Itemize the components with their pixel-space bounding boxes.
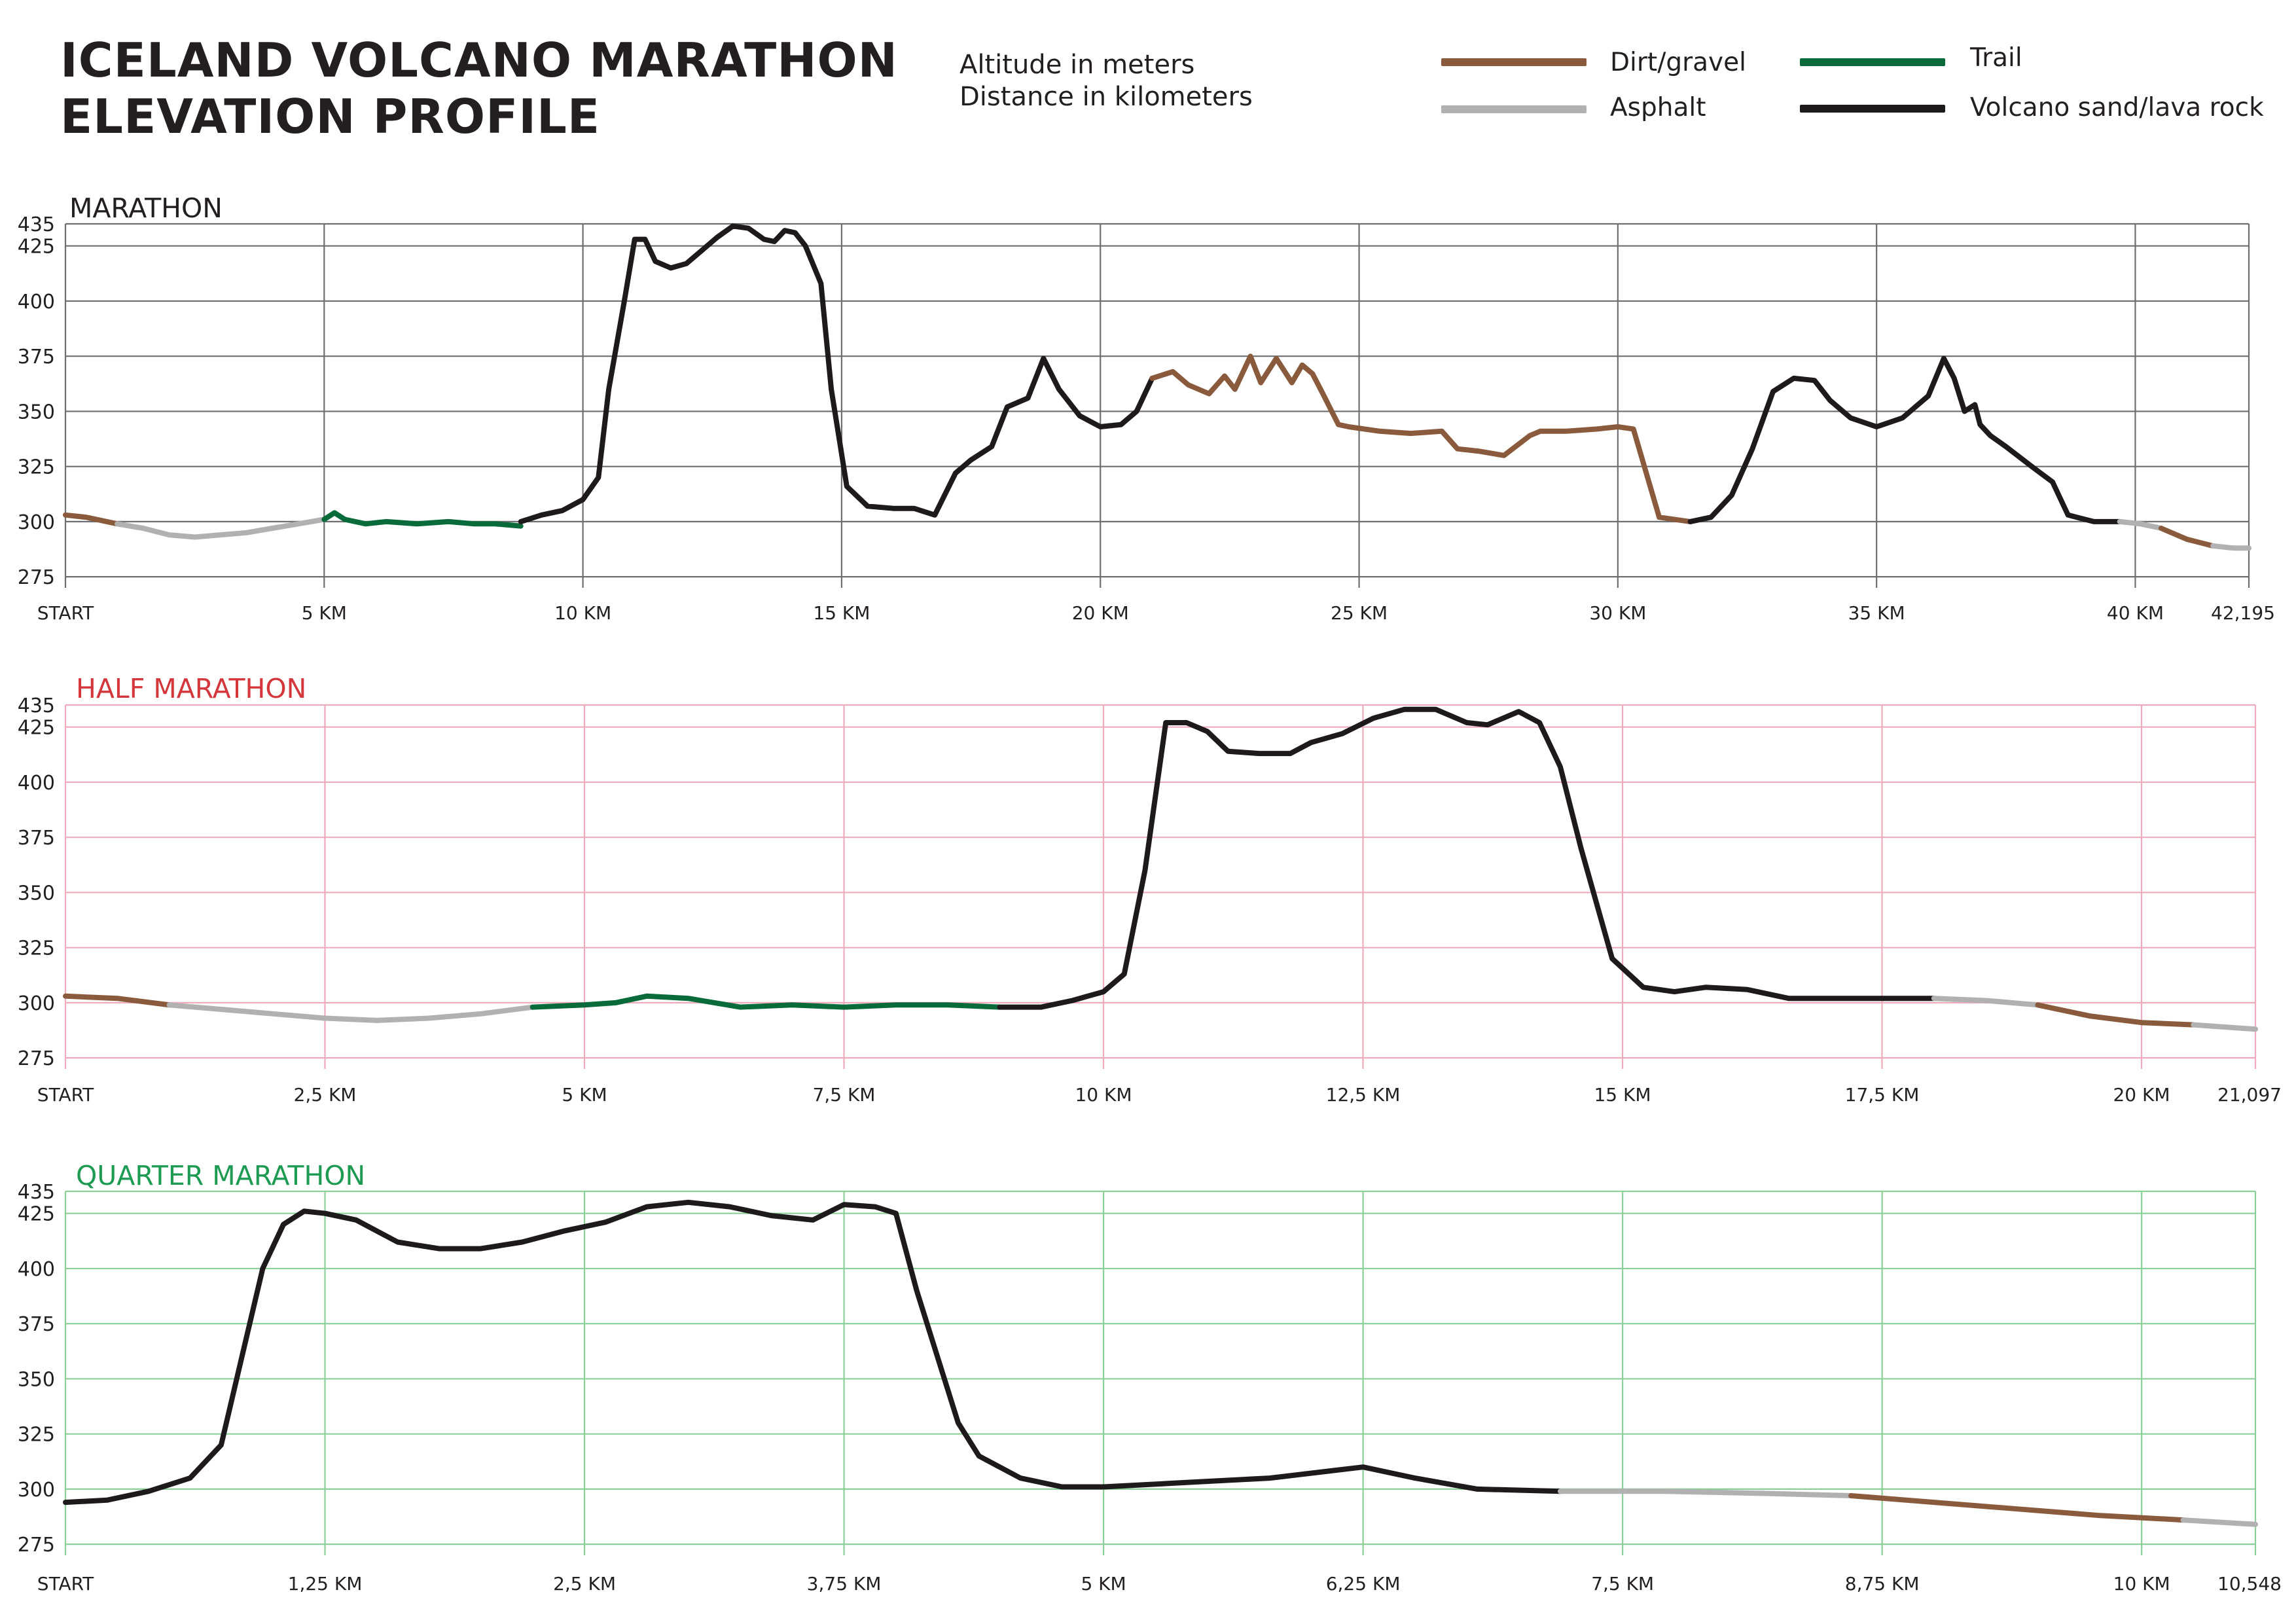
marathon-ytick-label: 400 xyxy=(18,291,55,314)
half-marathon-ytick-label: 350 xyxy=(18,882,55,905)
legend-label-asphalt: Asphalt xyxy=(1610,93,1706,122)
legend-swatch-asphalt xyxy=(1441,105,1587,113)
half-marathon-xtick-label: 7,5 KM xyxy=(813,1084,876,1106)
marathon-ytick-label: 300 xyxy=(18,511,55,534)
quarter-marathon-title: QUARTER MARATHON xyxy=(76,1160,365,1191)
half-marathon-series-0-dirt xyxy=(63,993,172,1008)
legend-swatch-dirt xyxy=(1441,58,1587,66)
quarter-marathon-xtick-label: 7,5 KM xyxy=(1591,1573,1654,1595)
quarter-marathon-ytick-label: 400 xyxy=(18,1258,55,1281)
marathon-series-4-dirt xyxy=(1149,353,1693,524)
half-marathon-ytick-label: 275 xyxy=(18,1047,55,1070)
marathon-xtick-label: 15 KM xyxy=(813,602,870,624)
half-marathon-ytick-label: 325 xyxy=(18,937,55,960)
marathon-ytick-label: 375 xyxy=(18,346,55,369)
marathon-xtick-label: 25 KM xyxy=(1331,602,1388,624)
half-marathon-ytick-label: 435 xyxy=(18,695,55,717)
distance-units-note: Distance in kilometers xyxy=(960,82,1253,112)
quarter-marathon-xtick-label: 3,75 KM xyxy=(807,1573,882,1595)
quarter-marathon-xtick-label: 1,25 KM xyxy=(288,1573,363,1595)
quarter-marathon-xtick-label: 2,5 KM xyxy=(553,1573,616,1595)
quarter-marathon-xtick-label: 10 KM xyxy=(2113,1573,2170,1595)
half-marathon-ytick-label: 400 xyxy=(18,772,55,795)
marathon-xtick-label: 5 KM xyxy=(302,602,347,624)
marathon-series-2-trail xyxy=(321,510,524,529)
marathon-ytick-label: 325 xyxy=(18,456,55,479)
legend-label-trail: Trail xyxy=(1970,43,2022,73)
marathon-ytick-label: 435 xyxy=(18,213,55,236)
half-marathon-ytick-label: 375 xyxy=(18,827,55,850)
marathon-series-0-dirt xyxy=(63,512,120,527)
marathon-ytick-label: 350 xyxy=(18,401,55,424)
quarter-marathon-ytick-label: 275 xyxy=(18,1534,55,1557)
page-title-line-2: ELEVATION PROFILE xyxy=(60,89,601,144)
half-marathon-title: HALF MARATHON xyxy=(76,673,306,704)
half-marathon-xtick-label: 12,5 KM xyxy=(1326,1084,1401,1106)
marathon-series-6-asphalt xyxy=(2117,518,2164,531)
half-marathon-ytick-label: 425 xyxy=(18,717,55,740)
quarter-marathon-ytick-label: 375 xyxy=(18,1313,55,1336)
quarter-marathon-series-3-asphalt xyxy=(2180,1517,2258,1527)
half-marathon-xtick-label: 15 KM xyxy=(1594,1084,1651,1106)
marathon-series-3-sand xyxy=(518,223,1155,524)
quarter-marathon-xtick-label: START xyxy=(37,1573,94,1595)
marathon-title: MARATHON xyxy=(69,192,223,224)
legend-label-dirt: Dirt/gravel xyxy=(1610,48,1746,77)
quarter-marathon-series-1-asphalt xyxy=(1558,1489,1854,1498)
marathon-series-8-asphalt xyxy=(2210,543,2251,551)
half-marathon-series-6-asphalt xyxy=(2191,1022,2258,1032)
quarter-marathon-xtick-label: 8,75 KM xyxy=(1845,1573,1920,1595)
quarter-marathon-ytick-label: 300 xyxy=(18,1479,55,1502)
quarter-marathon-ytick-label: 325 xyxy=(18,1424,55,1447)
half-marathon-xtick-label: 21,097 xyxy=(2217,1084,2282,1106)
marathon-xtick-label: 40 KM xyxy=(2107,602,2164,624)
marathon-ytick-label: 275 xyxy=(18,566,55,589)
quarter-marathon-series-2-dirt xyxy=(1848,1493,2186,1523)
page-title-line-1: ICELAND VOLCANO MARATHON xyxy=(60,33,898,88)
marathon-ytick-label: 425 xyxy=(18,236,55,259)
marathon-series-5-sand xyxy=(1687,355,2123,524)
quarter-marathon-xtick-label: 5 KM xyxy=(1081,1573,1126,1595)
half-marathon-series-2-trail xyxy=(529,993,1003,1010)
half-marathon-xtick-label: 20 KM xyxy=(2113,1084,2170,1106)
marathon-xtick-label: 10 KM xyxy=(554,602,611,624)
quarter-marathon-xtick-label: 10,548 xyxy=(2217,1573,2282,1595)
marathon-xtick-label: 30 KM xyxy=(1589,602,1646,624)
quarter-marathon-ytick-label: 350 xyxy=(18,1368,55,1391)
marathon-xtick-label: 35 KM xyxy=(1848,602,1905,624)
marathon-xtick-label: 42,195 xyxy=(2211,602,2275,624)
half-marathon-series-5-dirt xyxy=(2035,1002,2197,1028)
half-marathon-xtick-label: START xyxy=(37,1084,94,1106)
legend-swatch-sand xyxy=(1800,105,1945,113)
marathon-xtick-label: START xyxy=(37,602,94,624)
half-marathon-series-1-asphalt xyxy=(166,1002,535,1023)
half-marathon-series-3-sand xyxy=(997,706,1937,1010)
quarter-marathon-series-0-sand xyxy=(63,1199,1563,1506)
quarter-marathon-xtick-label: 6,25 KM xyxy=(1326,1573,1401,1595)
marathon-xtick-label: 20 KM xyxy=(1072,602,1129,624)
half-marathon-series-4-asphalt xyxy=(1931,996,2041,1008)
altitude-units-note: Altitude in meters xyxy=(960,50,1195,80)
legend-swatch-trail xyxy=(1800,58,1945,66)
quarter-marathon-ytick-label: 435 xyxy=(18,1181,55,1204)
half-marathon-xtick-label: 10 KM xyxy=(1075,1084,1132,1106)
half-marathon-xtick-label: 2,5 KM xyxy=(294,1084,357,1106)
quarter-marathon-ytick-label: 425 xyxy=(18,1203,55,1226)
marathon-series-1-asphalt xyxy=(115,516,327,540)
legend-label-sand: Volcano sand/lava rock xyxy=(1970,93,2264,122)
half-marathon-xtick-label: 5 KM xyxy=(562,1084,607,1106)
half-marathon-ytick-label: 300 xyxy=(18,992,55,1015)
half-marathon-xtick-label: 17,5 KM xyxy=(1845,1084,1920,1106)
marathon-series-7-dirt xyxy=(2159,526,2216,549)
